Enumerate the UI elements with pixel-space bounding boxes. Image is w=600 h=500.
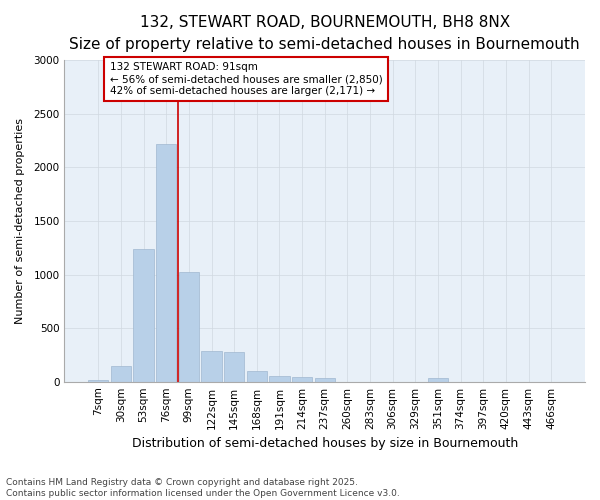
Text: Contains HM Land Registry data © Crown copyright and database right 2025.
Contai: Contains HM Land Registry data © Crown c… (6, 478, 400, 498)
Title: 132, STEWART ROAD, BOURNEMOUTH, BH8 8NX
Size of property relative to semi-detach: 132, STEWART ROAD, BOURNEMOUTH, BH8 8NX … (70, 15, 580, 52)
Bar (428, 378, 448, 382)
X-axis label: Distribution of semi-detached houses by size in Bournemouth: Distribution of semi-detached houses by … (131, 437, 518, 450)
Bar (292, 377, 312, 382)
Y-axis label: Number of semi-detached properties: Number of semi-detached properties (15, 118, 25, 324)
Bar (156, 144, 176, 382)
Bar (111, 366, 131, 382)
Bar (247, 371, 267, 382)
Bar (202, 350, 221, 382)
Bar (269, 376, 290, 382)
Bar (179, 272, 199, 382)
Bar (133, 249, 154, 382)
Bar (224, 352, 244, 382)
Bar (314, 378, 335, 382)
Bar (88, 380, 109, 382)
Text: 132 STEWART ROAD: 91sqm
← 56% of semi-detached houses are smaller (2,850)
42% of: 132 STEWART ROAD: 91sqm ← 56% of semi-de… (110, 62, 382, 96)
